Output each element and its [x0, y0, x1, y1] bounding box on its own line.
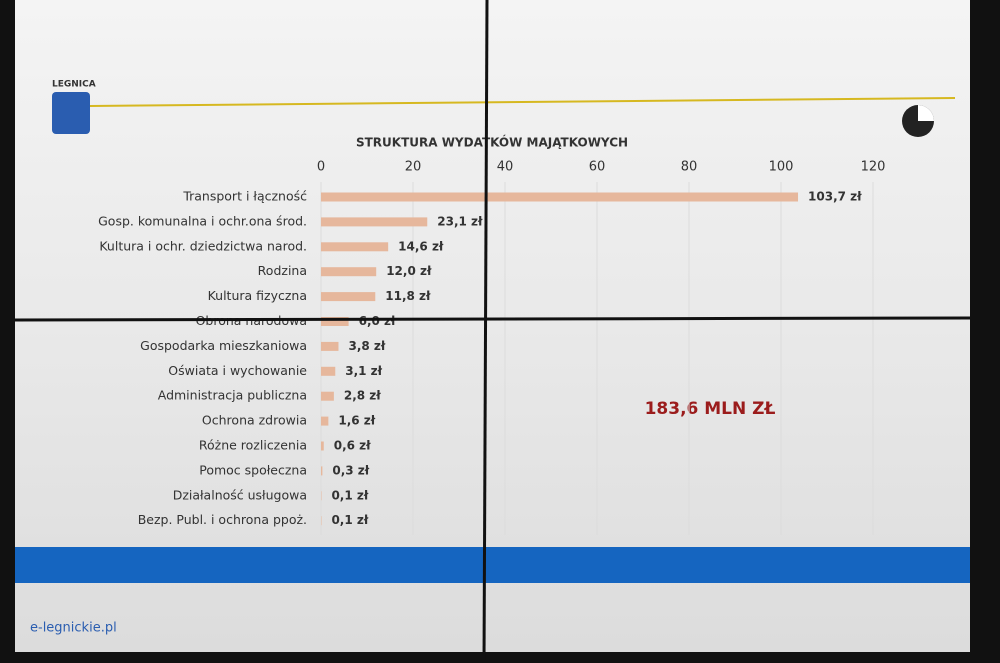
total-annotation: 183,6 MLN ZŁ	[645, 399, 776, 419]
bar	[321, 466, 323, 476]
value-label: 0,1 zł	[331, 513, 368, 527]
x-tick-label: 40	[497, 160, 514, 175]
chart-title: STRUKTURA WYDATKÓW MAJĄTKOWYCH	[356, 135, 628, 150]
value-label: 12,0 zł	[386, 264, 432, 278]
y-tick-label: Ochrona zdrowia	[202, 413, 307, 428]
y-tick-label: Różne rozliczenia	[199, 438, 307, 453]
screen	[15, 0, 970, 652]
y-tick-label: Bezp. Publ. i ochrona ppoż.	[138, 512, 307, 527]
bar	[321, 242, 389, 252]
bar	[321, 366, 336, 376]
value-label: 6,0 zł	[359, 314, 396, 328]
bar	[321, 441, 324, 451]
x-tick-label: 80	[681, 160, 698, 175]
bar	[321, 292, 376, 302]
value-label: 1,6 zł	[338, 414, 375, 428]
pie-icon-slice	[918, 105, 934, 121]
value-label: 3,1 zł	[345, 364, 382, 378]
x-tick-label: 120	[861, 160, 886, 175]
value-label: 3,8 zł	[348, 339, 385, 353]
bar	[321, 317, 349, 326]
value-label: 11,8 zł	[385, 289, 431, 303]
bar	[321, 192, 799, 202]
y-tick-label: Pomoc społeczna	[199, 462, 307, 477]
value-label: 23,1 zł	[437, 214, 483, 228]
value-label: 2,8 zł	[344, 389, 381, 403]
logo-text: LEGNICA	[52, 80, 96, 90]
logo-shield	[52, 92, 90, 134]
bar	[321, 217, 428, 227]
y-tick-label: Administracja publiczna	[158, 388, 307, 403]
value-label: 103,7 zł	[808, 190, 862, 204]
y-tick-label: Kultura fizyczna	[208, 288, 307, 303]
x-tick-label: 100	[769, 160, 794, 175]
yellow-line	[89, 97, 956, 107]
value-label: 14,6 zł	[398, 239, 444, 253]
y-tick-label: Transport i łączność	[182, 189, 307, 204]
x-tick-label: 20	[405, 160, 422, 175]
screen-seam	[482, 0, 489, 663]
y-tick-label: Działalność usługowa	[173, 487, 307, 502]
blue-band	[15, 547, 970, 583]
x-tick-label: 60	[589, 160, 606, 175]
value-label: 0,1 zł	[331, 488, 368, 502]
value-label: 0,6 zł	[334, 439, 371, 453]
bar	[321, 267, 377, 277]
y-tick-label: Oświata i wychowanie	[168, 363, 307, 378]
y-tick-label: Gospodarka mieszkaniowa	[140, 338, 307, 353]
screen-seam	[14, 316, 971, 322]
bar	[321, 341, 339, 351]
value-label: 0,3 zł	[332, 463, 369, 477]
bar	[321, 391, 334, 401]
y-tick-label: Kultura i ochr. dziedzictwa narod.	[99, 238, 307, 253]
watermark: e-legnickie.pl	[30, 621, 117, 636]
y-tick-label: Rodzina	[258, 263, 307, 278]
x-tick-label: 0	[317, 160, 325, 175]
y-tick-label: Gosp. komunalna i ochr.ona środ.	[98, 213, 307, 228]
bar	[321, 416, 329, 426]
